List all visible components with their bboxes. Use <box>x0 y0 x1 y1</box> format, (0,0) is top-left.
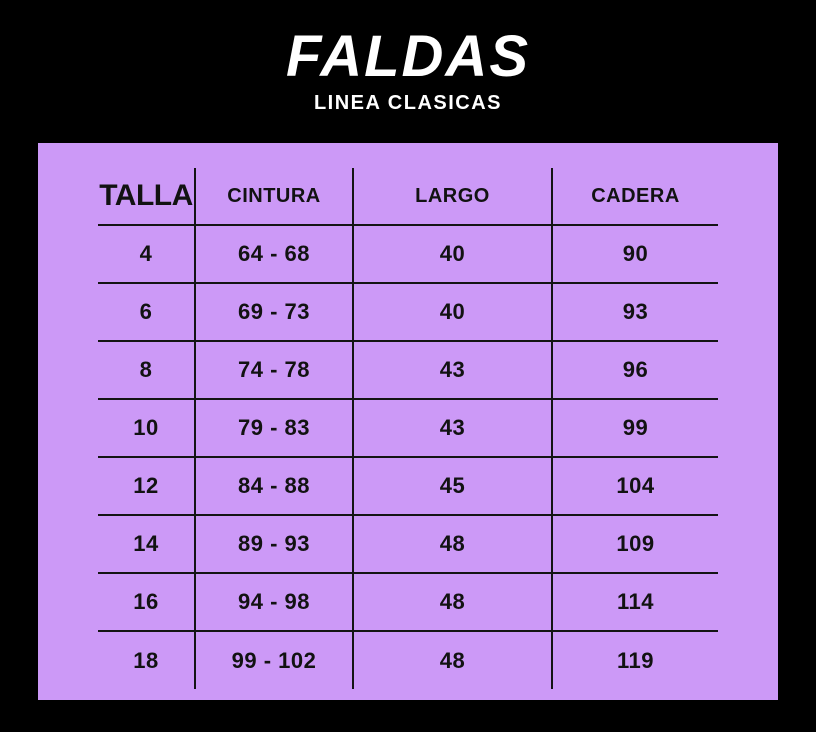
cell-largo: 43 <box>352 398 552 457</box>
cell-cintura: 64 - 68 <box>194 224 353 283</box>
header-row: TALLA CINTURA LARGO CADERA <box>98 168 718 225</box>
cell-cintura: 89 - 93 <box>194 514 353 573</box>
cell-largo: 48 <box>352 514 552 573</box>
size-chart-panel: TALLA CINTURA LARGO CADERA 4 64 - 68 40 … <box>38 143 778 700</box>
column-header-cadera: CADERA <box>551 168 718 225</box>
cell-largo: 40 <box>352 282 552 341</box>
cell-largo: 45 <box>352 456 552 515</box>
column-header-largo: LARGO <box>352 168 552 225</box>
cell-talla: 18 <box>98 630 195 689</box>
cell-talla: 16 <box>98 572 195 631</box>
cell-largo: 40 <box>352 224 552 283</box>
table-row: 12 84 - 88 45 104 <box>98 456 718 515</box>
cell-cadera: 93 <box>551 282 718 341</box>
cell-cintura: 84 - 88 <box>194 456 353 515</box>
cell-cintura: 74 - 78 <box>194 340 353 399</box>
size-chart-table: TALLA CINTURA LARGO CADERA 4 64 - 68 40 … <box>98 168 718 689</box>
table-row: 18 99 - 102 48 119 <box>98 630 718 689</box>
cell-talla: 14 <box>98 514 195 573</box>
cell-largo: 48 <box>352 572 552 631</box>
cell-cadera: 90 <box>551 224 718 283</box>
cell-cadera: 99 <box>551 398 718 457</box>
cell-talla: 10 <box>98 398 195 457</box>
cell-cintura: 94 - 98 <box>194 572 353 631</box>
page-title: FALDAS <box>286 24 530 89</box>
column-header-talla: TALLA <box>99 179 193 212</box>
cell-cadera: 109 <box>551 514 718 573</box>
cell-cintura: 69 - 73 <box>194 282 353 341</box>
cell-cadera: 104 <box>551 456 718 515</box>
table-row: 16 94 - 98 48 114 <box>98 572 718 631</box>
column-header-cintura: CINTURA <box>194 168 353 225</box>
cell-cadera: 114 <box>551 572 718 631</box>
cell-talla: 6 <box>98 282 195 341</box>
cell-cadera: 119 <box>551 630 718 689</box>
cell-talla: 4 <box>98 224 195 283</box>
cell-cadera: 96 <box>551 340 718 399</box>
table-row: 10 79 - 83 43 99 <box>98 398 718 457</box>
table-row: 4 64 - 68 40 90 <box>98 224 718 283</box>
table-row: 14 89 - 93 48 109 <box>98 514 718 573</box>
header: FALDAS LINEA CLASICAS <box>0 0 816 115</box>
cell-cintura: 79 - 83 <box>194 398 353 457</box>
page-subtitle: LINEA CLASICAS <box>313 92 503 114</box>
cell-largo: 48 <box>352 630 552 689</box>
table-row: 8 74 - 78 43 96 <box>98 340 718 399</box>
cell-largo: 43 <box>352 340 552 399</box>
cell-talla: 12 <box>98 456 195 515</box>
cell-cintura: 99 - 102 <box>194 630 353 689</box>
table-row: 6 69 - 73 40 93 <box>98 282 718 341</box>
cell-talla: 8 <box>98 340 195 399</box>
